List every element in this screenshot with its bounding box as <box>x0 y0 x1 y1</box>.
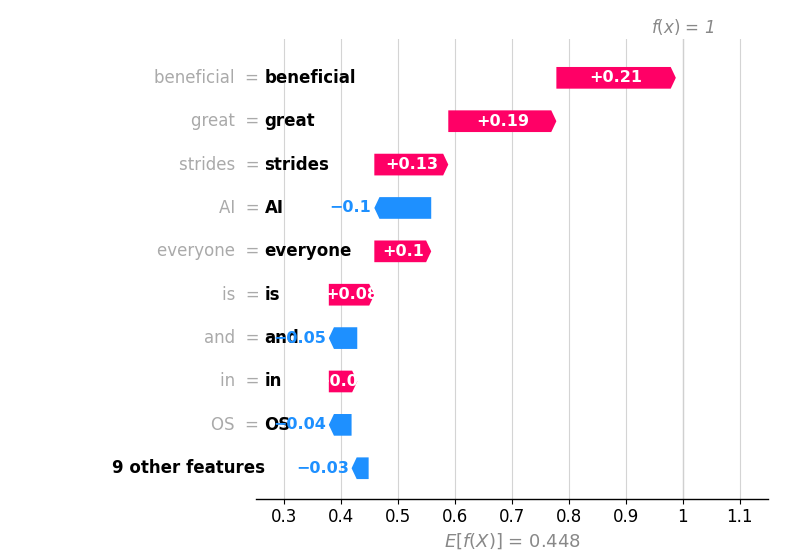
Text: is: is <box>265 286 280 304</box>
Text: everyone: everyone <box>265 242 352 260</box>
Polygon shape <box>329 414 351 435</box>
Text: AI: AI <box>265 199 283 217</box>
Text: −0.05: −0.05 <box>273 331 326 346</box>
Text: and: and <box>265 329 299 347</box>
X-axis label: $E[f(X)]$ = 0.448: $E[f(X)]$ = 0.448 <box>443 532 581 551</box>
Text: great  =: great = <box>191 112 265 130</box>
Text: −0.1: −0.1 <box>330 201 371 216</box>
Polygon shape <box>448 110 556 132</box>
Polygon shape <box>329 327 358 349</box>
Text: +0.19: +0.19 <box>476 114 529 129</box>
Polygon shape <box>351 458 369 479</box>
Polygon shape <box>329 284 374 306</box>
Text: is  =: is = <box>222 286 265 304</box>
Text: OS  =: OS = <box>211 416 265 434</box>
Text: beneficial: beneficial <box>265 69 356 87</box>
Text: in: in <box>265 372 282 391</box>
Text: +0.21: +0.21 <box>590 70 642 85</box>
Polygon shape <box>556 67 676 89</box>
Text: and  =: and = <box>204 329 265 347</box>
Text: everyone  =: everyone = <box>157 242 265 260</box>
Text: +0.1: +0.1 <box>382 244 424 259</box>
Text: −0.03: −0.03 <box>296 461 349 476</box>
Text: 9 other features: 9 other features <box>111 459 265 477</box>
Polygon shape <box>374 240 431 262</box>
Text: −0.04: −0.04 <box>273 417 326 432</box>
Text: beneficial  =: beneficial = <box>154 69 265 87</box>
Text: great: great <box>265 112 315 130</box>
Polygon shape <box>374 197 431 219</box>
Polygon shape <box>374 153 448 176</box>
Text: $f(x)$ = 1: $f(x)$ = 1 <box>651 17 714 37</box>
Polygon shape <box>329 371 358 392</box>
Text: strides  =: strides = <box>178 156 265 173</box>
Text: +0.05: +0.05 <box>317 374 370 389</box>
Text: in  =: in = <box>220 372 265 391</box>
Text: AI  =: AI = <box>218 199 265 217</box>
Text: strides: strides <box>265 156 330 173</box>
Text: OS: OS <box>265 416 290 434</box>
Text: +0.13: +0.13 <box>385 157 438 172</box>
Text: +0.08: +0.08 <box>325 287 378 302</box>
